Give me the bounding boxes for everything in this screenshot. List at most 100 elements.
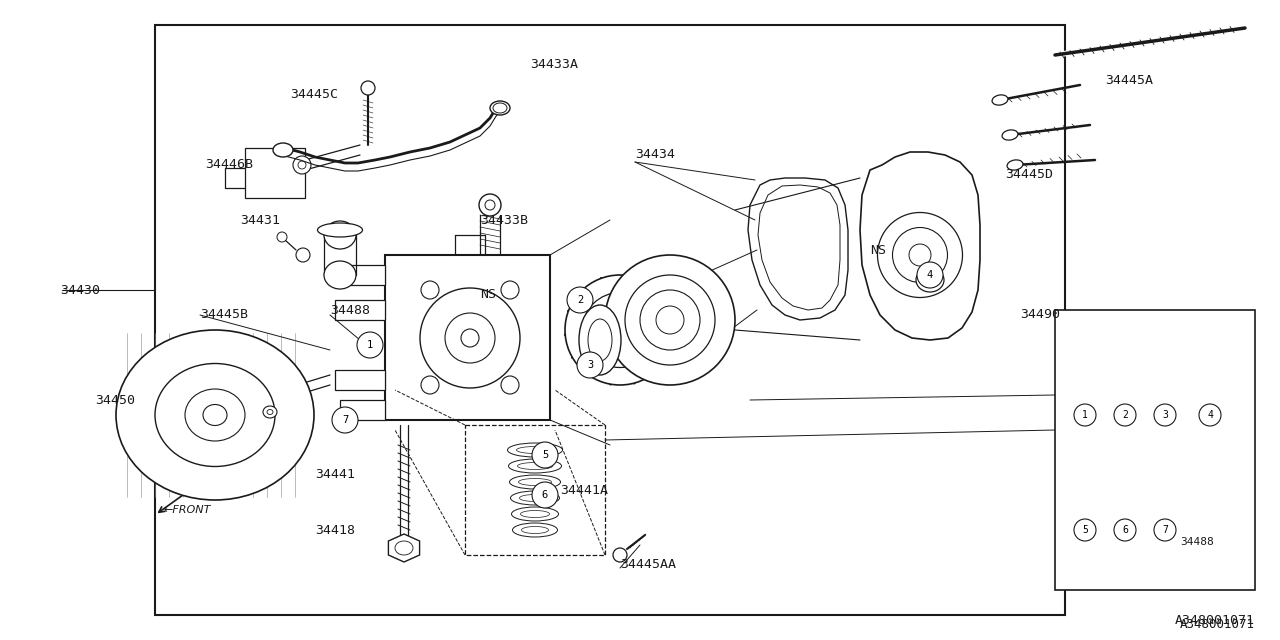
Ellipse shape — [1120, 485, 1130, 499]
Ellipse shape — [298, 161, 306, 169]
Text: 34430: 34430 — [60, 284, 100, 296]
Ellipse shape — [273, 143, 293, 157]
Text: 34445C: 34445C — [291, 88, 338, 102]
Ellipse shape — [324, 221, 356, 249]
Ellipse shape — [518, 479, 552, 486]
Ellipse shape — [1068, 346, 1100, 394]
Text: 34488: 34488 — [330, 303, 370, 317]
Text: 34450: 34450 — [95, 394, 134, 406]
Ellipse shape — [509, 475, 561, 489]
Text: 34446B: 34446B — [205, 159, 253, 172]
Ellipse shape — [324, 261, 356, 289]
Text: 34418: 34418 — [315, 524, 355, 536]
Ellipse shape — [878, 212, 963, 298]
Polygon shape — [335, 300, 385, 320]
Circle shape — [1074, 519, 1096, 541]
Circle shape — [532, 442, 558, 468]
Ellipse shape — [420, 288, 520, 388]
Ellipse shape — [625, 275, 716, 365]
Ellipse shape — [916, 268, 945, 292]
Ellipse shape — [521, 527, 549, 534]
Text: 1: 1 — [1082, 410, 1088, 420]
Polygon shape — [385, 255, 550, 420]
Ellipse shape — [204, 404, 227, 426]
Ellipse shape — [262, 406, 276, 418]
Text: 4: 4 — [1207, 410, 1213, 420]
Polygon shape — [340, 400, 385, 420]
Ellipse shape — [155, 364, 275, 467]
Text: 34441A: 34441A — [561, 483, 608, 497]
Ellipse shape — [421, 376, 439, 394]
Polygon shape — [388, 534, 420, 562]
Text: ←FRONT: ←FRONT — [163, 505, 210, 515]
Ellipse shape — [296, 248, 310, 262]
Ellipse shape — [461, 329, 479, 347]
Bar — [244, 148, 305, 198]
Ellipse shape — [1076, 481, 1089, 499]
Text: 2: 2 — [1123, 410, 1128, 420]
Text: 4: 4 — [927, 270, 933, 280]
Text: 7: 7 — [1162, 525, 1167, 535]
Ellipse shape — [640, 290, 700, 350]
Polygon shape — [748, 178, 849, 320]
Ellipse shape — [508, 459, 562, 473]
Ellipse shape — [517, 463, 553, 470]
Ellipse shape — [521, 511, 549, 518]
Circle shape — [1155, 404, 1176, 426]
Ellipse shape — [317, 223, 362, 237]
Ellipse shape — [421, 281, 439, 299]
Ellipse shape — [276, 232, 287, 242]
Circle shape — [357, 332, 383, 358]
Circle shape — [577, 352, 603, 378]
Circle shape — [567, 287, 593, 313]
Bar — [1055, 310, 1254, 590]
Text: 3: 3 — [1162, 410, 1167, 420]
Ellipse shape — [445, 313, 495, 363]
Text: 34445B: 34445B — [200, 308, 248, 321]
Ellipse shape — [1156, 480, 1174, 504]
Text: 34445A: 34445A — [1105, 74, 1153, 86]
Ellipse shape — [517, 447, 553, 454]
Text: 34445D: 34445D — [1005, 168, 1053, 182]
Ellipse shape — [512, 507, 558, 521]
Ellipse shape — [992, 95, 1007, 105]
Ellipse shape — [1158, 353, 1175, 377]
Ellipse shape — [613, 548, 627, 562]
Ellipse shape — [582, 292, 658, 367]
Ellipse shape — [361, 81, 375, 95]
Ellipse shape — [1007, 160, 1023, 170]
Polygon shape — [335, 370, 385, 390]
Ellipse shape — [1075, 358, 1091, 382]
Circle shape — [1114, 404, 1137, 426]
Ellipse shape — [500, 281, 518, 299]
Circle shape — [332, 407, 358, 433]
Ellipse shape — [605, 255, 735, 385]
Circle shape — [916, 262, 943, 288]
Ellipse shape — [1151, 341, 1183, 389]
Text: 34433A: 34433A — [530, 58, 579, 72]
Ellipse shape — [892, 227, 947, 282]
Ellipse shape — [1115, 356, 1135, 384]
Ellipse shape — [485, 200, 495, 210]
Ellipse shape — [579, 305, 621, 375]
Ellipse shape — [612, 322, 628, 338]
Polygon shape — [860, 152, 980, 340]
Ellipse shape — [512, 523, 558, 537]
Ellipse shape — [1106, 344, 1144, 396]
Ellipse shape — [511, 491, 559, 505]
Ellipse shape — [909, 244, 931, 266]
Ellipse shape — [268, 410, 273, 415]
Ellipse shape — [923, 274, 937, 286]
Text: 1: 1 — [367, 340, 374, 350]
Text: NS: NS — [870, 243, 886, 257]
Ellipse shape — [116, 330, 314, 500]
Ellipse shape — [1114, 477, 1137, 507]
Text: 34431: 34431 — [241, 214, 280, 227]
Ellipse shape — [1002, 130, 1018, 140]
Text: 34490: 34490 — [1020, 308, 1060, 321]
Ellipse shape — [657, 306, 684, 334]
Text: 34433B: 34433B — [480, 214, 529, 227]
Ellipse shape — [479, 194, 500, 216]
Ellipse shape — [1070, 471, 1096, 509]
Text: 34488: 34488 — [1180, 537, 1213, 547]
